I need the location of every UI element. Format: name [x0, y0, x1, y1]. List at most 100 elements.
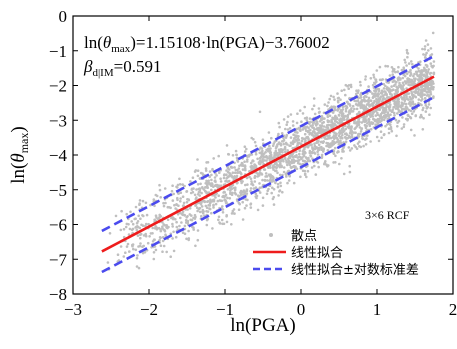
scatter-point: [129, 210, 132, 214]
scatter-point: [205, 206, 209, 210]
scatter-point: [126, 242, 130, 246]
scatter-point: [426, 84, 430, 87]
scatter-point: [307, 126, 310, 130]
scatter-point: [380, 136, 383, 139]
scatter-point: [340, 111, 343, 115]
scatter-point: [286, 170, 290, 173]
scatter-point: [270, 191, 274, 195]
scatter-point: [286, 115, 290, 118]
scatter-point: [137, 214, 140, 218]
scatter-point: [278, 165, 282, 169]
scatter-point: [219, 177, 222, 180]
scatter-point: [392, 84, 396, 87]
scatter-point: [398, 77, 402, 80]
scatter-point: [403, 58, 407, 62]
scatter-point: [282, 166, 286, 169]
scatter-point: [279, 162, 282, 165]
scatter-point: [409, 128, 413, 132]
scatter-point: [372, 73, 375, 77]
scatter-point: [198, 210, 202, 214]
scatter-point: [403, 108, 407, 111]
scatter-point: [407, 102, 411, 105]
scatter-point: [195, 188, 198, 191]
scatter-point: [219, 180, 223, 183]
scatter-point: [218, 221, 221, 224]
scatter-point: [420, 71, 424, 74]
y-tick-labels: 0 −1 −2 −3 −4 −5 −6 −7 −8: [49, 7, 68, 304]
scatter-point: [294, 166, 297, 170]
scatter-point: [344, 83, 348, 87]
scatter-point: [401, 85, 404, 89]
scatter-point: [210, 178, 213, 182]
scatter-point: [225, 173, 228, 176]
scatter-point: [388, 88, 392, 91]
scatter-point: [252, 138, 255, 141]
scatter-point: [406, 117, 410, 121]
scatter-point: [342, 172, 346, 176]
scatter-point: [266, 157, 270, 160]
scatter-point: [395, 134, 398, 138]
scatter-point: [267, 131, 271, 134]
scatter-point: [322, 111, 326, 115]
scatter-point: [368, 124, 372, 128]
scatter-point: [255, 194, 259, 198]
scatter-point: [305, 116, 309, 119]
scatter-point: [128, 250, 131, 253]
scatter-point: [240, 172, 243, 176]
scatter-point: [417, 67, 420, 70]
scatter-point: [171, 237, 174, 240]
scatter-point: [297, 138, 300, 142]
scatter-point: [153, 238, 156, 241]
scatter-point: [136, 254, 139, 257]
scatter-point: [360, 99, 364, 102]
scatter-point: [387, 122, 391, 126]
scatter-point: [382, 108, 386, 111]
scatter-point: [170, 216, 173, 220]
scatter-point: [403, 98, 407, 101]
scatter-point: [205, 179, 208, 183]
scatter-point: [106, 261, 110, 264]
scatter-point: [305, 119, 309, 122]
scatter-point: [358, 80, 362, 84]
scatter-point: [140, 223, 143, 227]
scatter-point: [311, 120, 315, 124]
scatter-point: [171, 184, 174, 187]
scatter-point: [408, 95, 412, 99]
scatter-point: [299, 142, 303, 145]
scatter-point: [191, 225, 194, 229]
scatter-point: [424, 56, 427, 59]
scatter-point: [148, 235, 151, 238]
y-tick-label: −5: [49, 181, 67, 200]
scatter-point: [270, 136, 273, 140]
scatter-point: [223, 173, 226, 176]
scatter-point: [412, 110, 416, 113]
scatter-point: [317, 107, 321, 110]
scatter-point: [299, 163, 303, 166]
scatter-point: [217, 218, 220, 222]
scatter-point: [265, 148, 268, 152]
scatter-point: [432, 60, 436, 63]
scatter-point: [198, 188, 202, 192]
scatter-point: [142, 214, 145, 218]
scatter-point: [429, 47, 433, 50]
scatter-point: [279, 184, 283, 188]
scatter-point: [206, 217, 209, 221]
scatter-point: [176, 186, 179, 189]
scatter-point: [400, 101, 404, 104]
y-axis-label: ln(θmax): [8, 126, 31, 183]
scatter-point: [237, 195, 241, 198]
scatter-point: [224, 193, 228, 197]
scatter-point: [340, 89, 344, 92]
scatter-point: [367, 118, 371, 121]
scatter-point: [427, 49, 430, 52]
scatter-point: [154, 248, 158, 252]
scatter-point: [196, 158, 199, 161]
scatter-point: [316, 132, 319, 135]
scatter-point: [359, 96, 363, 99]
scatter-point: [346, 115, 350, 118]
scatter-point: [393, 105, 396, 109]
scatter-point: [155, 228, 159, 231]
scatter-point: [241, 168, 245, 171]
scatter-point: [311, 133, 314, 137]
scatter-point: [131, 222, 135, 226]
